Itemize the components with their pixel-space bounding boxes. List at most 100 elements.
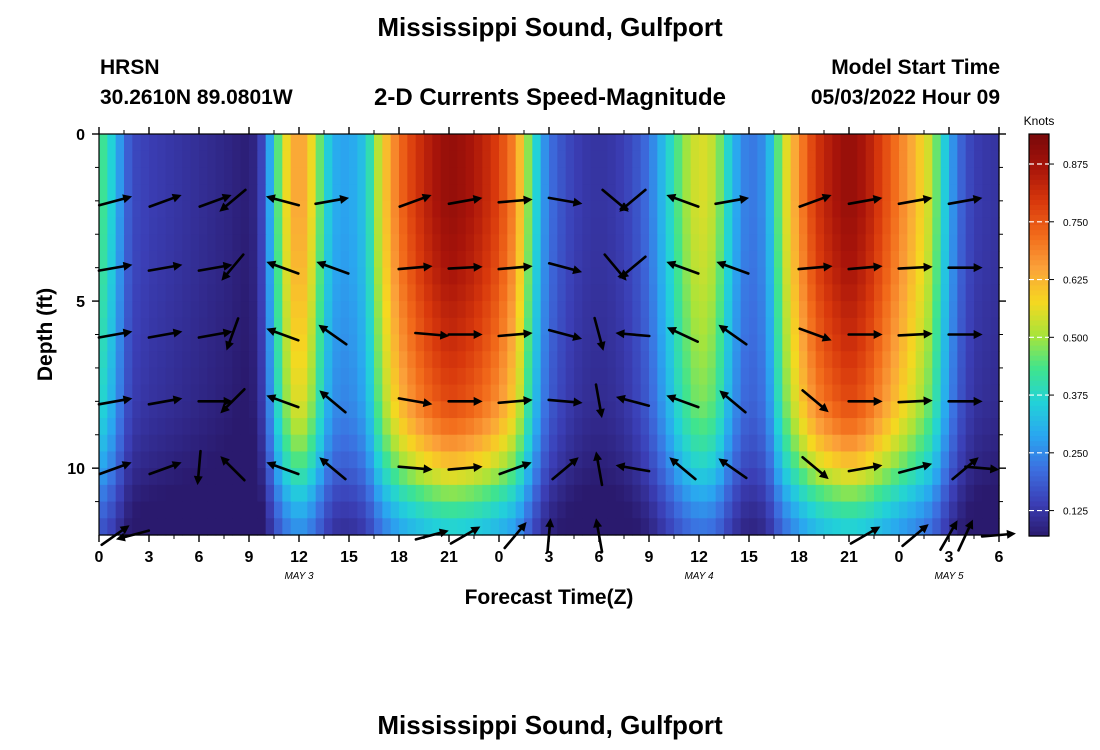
- heat-cell: [974, 184, 983, 202]
- current-arrow: [147, 261, 183, 272]
- arrow-shaft: [148, 462, 179, 476]
- heat-cell: [807, 217, 817, 235]
- heat-cell: [590, 301, 600, 319]
- heat-cell: [149, 451, 158, 469]
- current-arrow: [497, 262, 533, 272]
- heat-cell: [515, 284, 525, 302]
- heat-cell: [424, 150, 433, 169]
- heat-cell: [474, 301, 483, 319]
- heat-cell: [499, 501, 508, 519]
- heat-cell: [482, 234, 492, 252]
- heat-cell: [924, 418, 933, 436]
- heat-cell: [215, 301, 225, 319]
- colorbar-segment: [1029, 505, 1049, 512]
- heat-cell: [932, 367, 942, 386]
- heat-cell: [599, 234, 608, 252]
- heat-cell: [815, 484, 825, 503]
- heat-cell: [507, 334, 517, 352]
- heat-cell: [174, 451, 183, 469]
- heat-cell: [449, 317, 458, 336]
- heat-cell: [382, 200, 392, 219]
- heat-cell: [624, 418, 633, 436]
- heat-cell: [640, 451, 650, 469]
- heat-cell: [557, 317, 567, 336]
- colorbar-segment: [1029, 420, 1049, 427]
- heat-cell: [549, 334, 558, 352]
- heat-cell: [165, 234, 175, 252]
- heat-cell: [574, 518, 583, 536]
- heat-cell: [399, 518, 408, 536]
- heat-cell: [674, 367, 683, 386]
- heat-cell: [899, 367, 908, 386]
- arrow-head: [221, 193, 232, 203]
- heat-cell: [299, 384, 308, 402]
- heat-cell: [749, 134, 758, 152]
- arrow-shaft: [847, 265, 879, 271]
- heat-cell: [699, 267, 708, 285]
- heat-cell: [565, 301, 575, 319]
- heat-cell: [449, 468, 458, 486]
- heat-cell: [682, 334, 692, 352]
- heat-cell: [499, 167, 508, 185]
- arrow-head: [523, 329, 533, 339]
- arrow-head: [472, 195, 483, 204]
- heat-cell: [799, 501, 808, 519]
- heat-cell: [699, 301, 708, 319]
- heat-cell: [249, 418, 258, 436]
- heat-cell: [399, 418, 408, 436]
- heat-cell: [265, 484, 275, 503]
- heat-cell: [982, 134, 992, 152]
- heat-cell: [932, 167, 942, 185]
- current-arrow: [447, 330, 483, 339]
- heat-cell: [532, 234, 542, 252]
- heat-cell: [265, 234, 275, 252]
- heat-cell: [682, 317, 692, 336]
- heat-cell: [265, 468, 275, 486]
- heat-cell: [124, 284, 133, 302]
- heat-cell: [957, 434, 967, 453]
- heat-cell: [515, 351, 525, 369]
- heat-cell: [724, 367, 733, 386]
- heat-cell: [557, 134, 567, 152]
- heat-cell: [865, 284, 875, 302]
- heat-cell: [515, 468, 525, 486]
- colorbar-segment: [1029, 229, 1049, 236]
- heat-cell: [424, 501, 433, 519]
- heat-cell: [674, 134, 683, 152]
- heat-cell: [732, 250, 742, 269]
- heat-cell: [157, 317, 167, 336]
- heat-cell: [365, 150, 375, 169]
- heat-cell: [232, 200, 242, 219]
- heat-cell: [740, 351, 750, 369]
- current-arrow: [449, 526, 481, 545]
- heat-cell: [215, 434, 225, 453]
- heat-cell: [149, 134, 158, 152]
- arrow-head: [172, 395, 183, 405]
- heat-cell: [540, 301, 550, 319]
- heat-cell: [749, 451, 758, 469]
- heat-cell: [307, 250, 317, 269]
- heat-cell: [99, 434, 108, 453]
- heat-cell: [990, 518, 1000, 536]
- colorbar-segment: [1029, 189, 1049, 195]
- heat-cell: [190, 451, 200, 469]
- heat-cell: [482, 351, 492, 369]
- heat-cell: [140, 250, 150, 269]
- heat-cell: [182, 418, 192, 436]
- heat-cell: [99, 501, 108, 519]
- heat-cell: [115, 418, 125, 436]
- heat-cell: [565, 468, 575, 486]
- heat-cell: [832, 451, 842, 469]
- heat-cell: [440, 418, 450, 436]
- heat-cell: [982, 484, 992, 503]
- heat-cell: [524, 451, 533, 469]
- heat-cell: [815, 501, 825, 519]
- heat-cell: [724, 468, 733, 486]
- heat-cell: [265, 518, 275, 536]
- heat-cell: [315, 267, 325, 285]
- heat-cell: [207, 267, 217, 285]
- heat-cell: [365, 217, 375, 235]
- heat-cell: [782, 518, 792, 536]
- heat-cell: [949, 267, 958, 285]
- heat-cell: [965, 351, 975, 369]
